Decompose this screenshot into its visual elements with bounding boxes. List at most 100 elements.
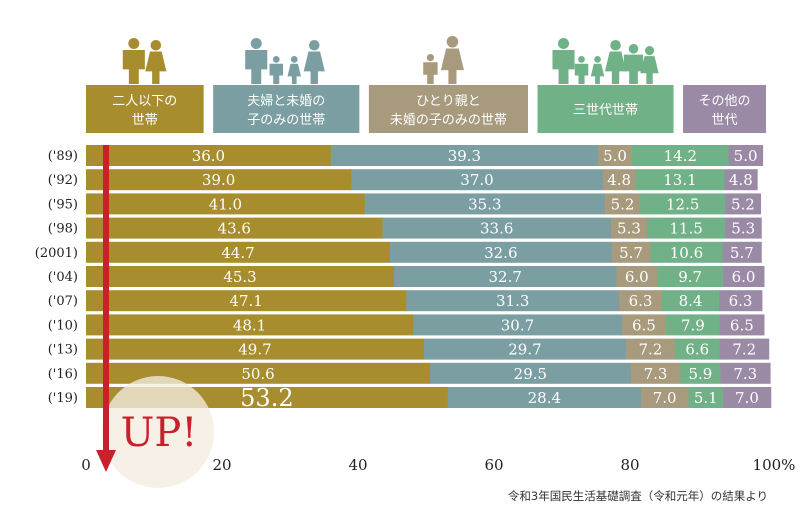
three-generation-icon <box>590 56 605 84</box>
data-label: 6.5 <box>632 316 656 334</box>
data-label: 39.3 <box>448 147 481 165</box>
row-label: ('19) <box>48 391 78 406</box>
bar-segment <box>650 241 723 263</box>
bar-segment <box>598 145 633 166</box>
bar-segment <box>382 217 612 239</box>
data-label: 6.0 <box>732 268 756 286</box>
bar-segment <box>413 314 623 336</box>
data-label: 5.3 <box>617 220 641 238</box>
bar-segment <box>647 217 726 239</box>
legend-label: 子のみの世帯 <box>247 113 325 128</box>
bar-segment <box>86 193 366 215</box>
three-generation-icon <box>640 46 659 84</box>
bar-segment <box>616 266 658 287</box>
x-tick-label: 0 <box>81 456 91 474</box>
row-label: ('89) <box>48 149 78 164</box>
bar-segment <box>351 169 604 191</box>
data-label: 7.2 <box>638 341 662 359</box>
data-label: 29.7 <box>508 341 541 359</box>
bar-segment <box>728 145 764 166</box>
data-label: 7.0 <box>735 389 759 407</box>
data-label: 8.4 <box>679 292 703 310</box>
single-parent-icon <box>440 36 464 84</box>
up-arrow-head <box>96 450 116 472</box>
legend-box <box>537 85 674 133</box>
bar-segment <box>86 241 391 263</box>
data-label: 44.7 <box>221 244 254 262</box>
bar-segment <box>602 169 636 191</box>
x-tick-label: 60 <box>484 456 503 474</box>
bar-segment <box>657 266 724 287</box>
bar-segment <box>364 193 606 215</box>
up-arrow-shaft <box>103 145 109 453</box>
bar-segment <box>724 169 758 191</box>
bar-segment <box>719 338 770 360</box>
data-label: 39.0 <box>202 171 235 189</box>
data-label: 6.6 <box>685 341 709 359</box>
bar-segment <box>719 314 765 336</box>
bar-segment <box>666 314 721 336</box>
bar-segment <box>632 145 730 166</box>
legend-label: 世帯 <box>132 113 158 128</box>
bar-segment <box>640 193 726 215</box>
bar-segment <box>423 338 627 360</box>
data-label: 43.6 <box>218 220 251 238</box>
bar-segment <box>640 387 689 408</box>
bar-segment <box>406 290 620 312</box>
data-label: 28.4 <box>528 389 561 407</box>
data-label: 7.3 <box>733 365 757 383</box>
row-label: ('98) <box>48 222 78 237</box>
data-label: 5.7 <box>730 244 754 262</box>
bar-segment <box>722 241 762 263</box>
bar-segment <box>688 387 724 408</box>
row-label: ('92) <box>48 173 78 188</box>
data-label: 5.0 <box>734 147 758 165</box>
legend-label: 二人以下の <box>112 94 177 109</box>
family-icon <box>269 56 283 84</box>
three-generation-icon <box>574 56 589 84</box>
x-tick-label: 100% <box>753 456 796 474</box>
legend-label: 三世代世帯 <box>573 103 638 118</box>
legend-label: 夫婦と未婚の <box>247 93 325 109</box>
legend-box <box>368 85 528 133</box>
bar-segment <box>725 193 762 215</box>
data-label: 48.1 <box>233 316 266 334</box>
row-label: (2001) <box>35 246 78 261</box>
row-label: ('07) <box>48 294 78 309</box>
data-label: 9.7 <box>678 268 702 286</box>
bar-segment <box>723 266 765 287</box>
bar-segment <box>625 338 676 360</box>
data-label: 13.1 <box>663 171 696 189</box>
row-label: ('16) <box>48 367 78 382</box>
data-label: 32.7 <box>489 268 522 286</box>
legend-label: 世代 <box>712 113 738 128</box>
legend-label: その他の <box>699 94 751 109</box>
three-generation-icon <box>552 38 575 84</box>
data-label: 11.5 <box>669 220 702 238</box>
family-icon <box>245 38 268 84</box>
bar-segment <box>389 241 613 263</box>
data-label: 6.0 <box>625 268 649 286</box>
row-label: ('95) <box>48 197 78 212</box>
bar-segment <box>719 290 763 312</box>
data-label: 7.3 <box>644 365 668 383</box>
data-label: 5.2 <box>731 195 755 213</box>
up-annotation: UP! <box>121 410 198 456</box>
bar-segment <box>725 217 762 239</box>
data-label: 47.1 <box>229 292 262 310</box>
bar-segment <box>447 387 642 408</box>
bar-segment <box>86 169 352 191</box>
bar-segment <box>86 314 414 336</box>
data-label: 10.6 <box>670 244 703 262</box>
data-label: 32.6 <box>484 244 517 262</box>
bar-segment <box>394 266 617 287</box>
bar-segment <box>661 290 720 312</box>
highlight-circle <box>102 376 214 488</box>
data-label: 12.5 <box>666 195 699 213</box>
data-label: 5.2 <box>611 195 635 213</box>
source-note: 令和3年国民生活基礎調査（令和元年）の結果より <box>508 489 768 503</box>
bar-segment <box>330 145 599 166</box>
data-label: 31.3 <box>496 292 529 310</box>
data-label: 53.2 <box>240 384 293 412</box>
